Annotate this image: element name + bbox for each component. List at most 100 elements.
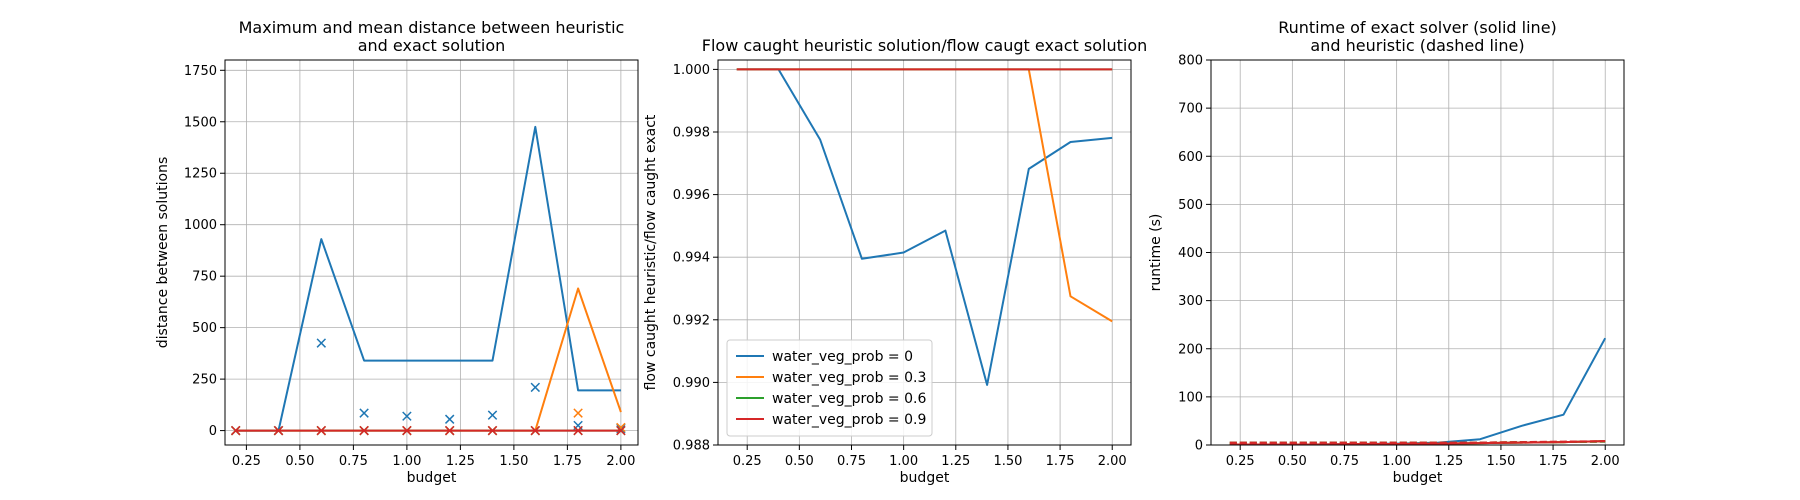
x-tick-label: 2.00 [1098,454,1127,469]
marker-point [359,425,369,436]
x-tick-label: 1.00 [889,454,918,469]
series-group [736,68,1113,386]
x-tick-label: 1.50 [1486,454,1515,469]
series-7-markers [230,425,626,436]
y-tick-label: 400 [1178,246,1203,261]
x-tick-label: 0.50 [1278,454,1307,469]
legend-entry: water_veg_prob = 0.3 [736,370,926,386]
x-tick-label: 1.50 [499,454,528,469]
y-axis: 0.988 0.990 0.992 0.994 0.996 0.998 1.000 [673,63,718,454]
chart-title-line: Maximum and mean distance between heuris… [239,18,625,37]
y-tick-label: 1250 [184,167,217,182]
runtime-chart-panel: 0.25 0.50 0.75 1.00 1.25 1.50 1.75 2.00 0 100 200 3… [1148,18,1625,486]
y-tick-label: 1750 [184,64,217,79]
x-axis: 0.25 0.50 0.75 1.00 1.25 1.50 1.75 2.00 [232,445,635,469]
y-tick-label: 750 [192,270,217,285]
chart-title-line: Runtime of exact solver (solid line) [1278,18,1557,37]
legend-label: water_veg_prob = 0 [772,349,913,365]
y-tick-label: 100 [1178,390,1203,405]
marker-point [616,425,626,436]
y-tick-label: 250 [192,373,217,388]
marker-point [359,408,369,418]
x-tick-label: 0.50 [285,454,314,469]
x-tick-label: 1.25 [1434,454,1463,469]
axes-frame [717,59,1132,446]
y-axis: 0 250 500 750 1000 1250 1500 1750 [184,64,225,439]
y-tick-label: 300 [1178,294,1203,309]
y-tick-label: 500 [1178,198,1203,213]
y-tick-label: 1.000 [673,63,710,78]
series-0-line [235,125,621,432]
y-tick-label: 800 [1178,54,1203,69]
chart-title: Runtime of exact solver (solid line)and … [1278,18,1557,55]
marker-point [487,410,498,420]
distance-chart-panel: 0.25 0.50 0.75 1.00 1.25 1.50 1.75 2.00 0 250 500 7… [155,18,639,486]
y-axis-label: flow caught heuristic/flow caught exact [643,114,659,390]
x-axis: 0.25 0.50 0.75 1.00 1.25 1.50 1.75 2.00 [733,445,1127,469]
legend-label: water_veg_prob = 0.3 [772,370,926,386]
y-axis: 0 100 200 300 400 500 600 700 800 [1178,54,1211,454]
legend-entry: water_veg_prob = 0 [736,349,913,365]
chart-title-line: and exact solution [358,36,506,55]
y-axis-label: distance between solutions [155,157,171,349]
legend-entry: water_veg_prob = 0.6 [736,391,926,407]
y-tick-label: 700 [1178,102,1203,117]
y-axis-label: runtime (s) [1148,214,1164,292]
y-tick-label: 500 [192,321,217,336]
legend-box [726,339,933,437]
chart-title: Flow caught heuristic solution/flow caug… [702,36,1148,55]
x-tick-label: 0.75 [837,454,866,469]
chart-title-line: Flow caught heuristic solution/flow caug… [702,36,1148,55]
x-tick-label: 0.25 [733,454,762,469]
x-tick-label: 2.00 [1591,454,1620,469]
x-tick-label: 1.50 [993,454,1022,469]
y-tick-label: 0 [209,424,217,439]
x-tick-label: 1.00 [392,454,421,469]
x-axis-label: budget [407,470,457,486]
x-axis: 0.25 0.50 0.75 1.00 1.25 1.50 1.75 2.00 [1226,445,1620,469]
axes-frame [224,59,639,446]
series-0-line [736,68,1113,386]
y-tick-label: 0 [1195,439,1203,454]
series-7-line [1229,440,1606,444]
flow-ratio-chart-panel: 0.25 0.50 0.75 1.00 1.25 1.50 1.75 2.000.9880.9… [643,36,1147,486]
legend-label: water_veg_prob = 0.6 [772,391,926,407]
x-tick-label: 1.25 [446,454,475,469]
x-tick-label: 0.25 [1226,454,1255,469]
marker-point [487,425,498,436]
legend: water_veg_prob = 0 water_veg_prob = 0.3 wa… [726,339,933,437]
x-tick-label: 1.75 [553,454,582,469]
y-tick-label: 600 [1178,150,1203,165]
marker-point [230,425,241,436]
x-tick-label: 1.00 [1382,454,1411,469]
marker-point [573,408,583,418]
x-tick-label: 0.75 [339,454,368,469]
x-tick-label: 0.25 [232,454,261,469]
y-tick-label: 0.994 [673,251,710,266]
y-tick-label: 0.990 [673,376,710,391]
marker-point [530,382,541,393]
y-tick-label: 0.996 [673,188,710,203]
y-tick-label: 0.992 [673,313,710,328]
marker-point [444,425,455,436]
x-tick-label: 2.00 [606,454,635,469]
y-tick-label: 200 [1178,342,1203,357]
marker-point [530,425,541,436]
marker-point [402,425,412,436]
y-tick-label: 0.998 [673,125,710,140]
marker-point [573,425,583,436]
y-tick-label: 1500 [184,115,217,130]
x-axis-label: budget [900,470,950,486]
x-tick-label: 0.75 [1330,454,1359,469]
y-tick-label: 0.988 [673,439,710,454]
y-tick-label: 1000 [184,218,217,233]
marker-point [316,338,327,348]
x-tick-label: 1.25 [941,454,970,469]
marker-point [273,425,284,436]
chart-title: Maximum and mean distance between heuris… [239,18,625,55]
x-tick-label: 1.75 [1539,454,1568,469]
marker-point [444,414,455,424]
x-tick-label: 1.75 [1046,454,1075,469]
legend-label: water_veg_prob = 0.9 [772,412,926,428]
